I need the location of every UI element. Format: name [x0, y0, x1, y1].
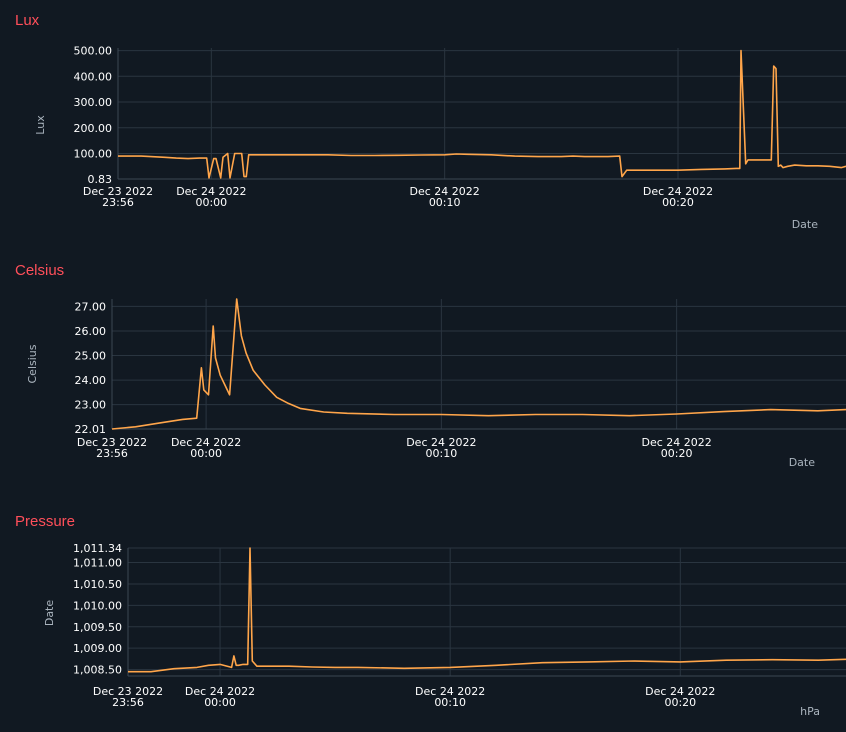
lux-chart[interactable]: 0.83 100.00 200.00 300.00 400.00 500.00 Dec 23… — [0, 12, 846, 232]
series-line — [111, 298, 846, 430]
y-tick-label: 400.00 — [74, 70, 113, 83]
x-tick-label-date: Dec 24 2022 — [410, 185, 480, 198]
y-tick-label: 1,011.34 — [73, 542, 122, 555]
x-tick-label-time: 00:20 — [664, 696, 696, 709]
celsius-panel-title: Celsius — [15, 262, 65, 279]
x-axis-title: Date — [792, 218, 819, 231]
x-tick-label-date: Dec 24 2022 — [641, 436, 711, 449]
x-tick-label-date: Dec 24 2022 — [415, 685, 485, 698]
x-tick-label-date: Dec 24 2022 — [176, 185, 246, 198]
x-tick-label-date: Dec 24 2022 — [645, 685, 715, 698]
x-tick-label-time: 00:00 — [195, 196, 227, 209]
x-tick-label-time: 23:56 — [102, 196, 134, 209]
y-tick-label: 1,011.00 — [73, 557, 122, 570]
y-tick-label: 0.83 — [88, 173, 113, 186]
lux-panel-title: Lux — [15, 12, 40, 29]
lux-panel: Lux 0.83 100.00 200.00 300.00 400.00 500.00 De… — [0, 12, 846, 232]
x-tick-label-time: 00:00 — [190, 447, 222, 460]
series-line — [118, 49, 846, 179]
y-axis-title: Lux — [34, 115, 47, 135]
pressure-panel: Pressure 1,008.50 1,009.00 1,009.50 1,010.0… — [0, 513, 846, 732]
x-tick-label-date: Dec 23 2022 — [77, 436, 147, 449]
y-tick-label: 24.00 — [75, 374, 107, 387]
x-tick-label-date: Dec 24 2022 — [185, 685, 255, 698]
y-axis-title: Date — [43, 600, 56, 627]
series-line — [128, 547, 846, 673]
y-tick-label: 1,010.00 — [73, 599, 122, 612]
y-tick-label: 27.00 — [75, 300, 107, 313]
celsius-chart[interactable]: 22.01 23.00 24.00 25.00 26.00 27.00 Dec 23 202… — [0, 262, 846, 482]
x-tick-label-date: Dec 24 2022 — [406, 436, 476, 449]
y-tick-label: 1,009.00 — [73, 642, 122, 655]
y-tick-label: 100.00 — [74, 147, 113, 160]
y-tick-label: 1,010.50 — [73, 578, 122, 591]
celsius-panel: Celsius 22.01 23.00 24.00 25.00 26.00 27.00 De… — [0, 262, 846, 482]
y-axis-title: Celsius — [26, 344, 39, 383]
x-tick-label-time: 00:20 — [661, 447, 693, 460]
x-tick-label-time: 00:00 — [204, 696, 236, 709]
x-tick-label-time: 23:56 — [112, 696, 144, 709]
y-tick-label: 26.00 — [75, 325, 107, 338]
y-tick-label: 200.00 — [74, 122, 113, 135]
y-tick-label: 22.01 — [75, 423, 107, 436]
y-tick-label: 500.00 — [74, 45, 113, 58]
x-axis-title: hPa — [800, 705, 820, 718]
x-tick-label-date: Dec 23 2022 — [93, 685, 163, 698]
y-tick-label: 1,009.50 — [73, 621, 122, 634]
pressure-chart[interactable]: 1,008.50 1,009.00 1,009.50 1,010.00 1,010.50… — [0, 513, 846, 732]
x-tick-label-date: Dec 23 2022 — [83, 185, 153, 198]
y-tick-label: 25.00 — [75, 350, 107, 363]
x-tick-label-time: 23:56 — [96, 447, 128, 460]
pressure-panel-title: Pressure — [15, 513, 76, 530]
y-tick-label: 1,008.50 — [73, 664, 122, 677]
x-tick-label-date: Dec 24 2022 — [171, 436, 241, 449]
x-tick-label-time: 00:20 — [662, 196, 694, 209]
x-tick-label-time: 00:10 — [434, 696, 466, 709]
x-tick-label-time: 00:10 — [429, 196, 461, 209]
x-tick-label-date: Dec 24 2022 — [643, 185, 713, 198]
x-tick-label-time: 00:10 — [426, 447, 458, 460]
y-tick-label: 23.00 — [75, 399, 107, 412]
y-tick-label: 300.00 — [74, 96, 113, 109]
x-axis-title: Date — [789, 456, 816, 469]
